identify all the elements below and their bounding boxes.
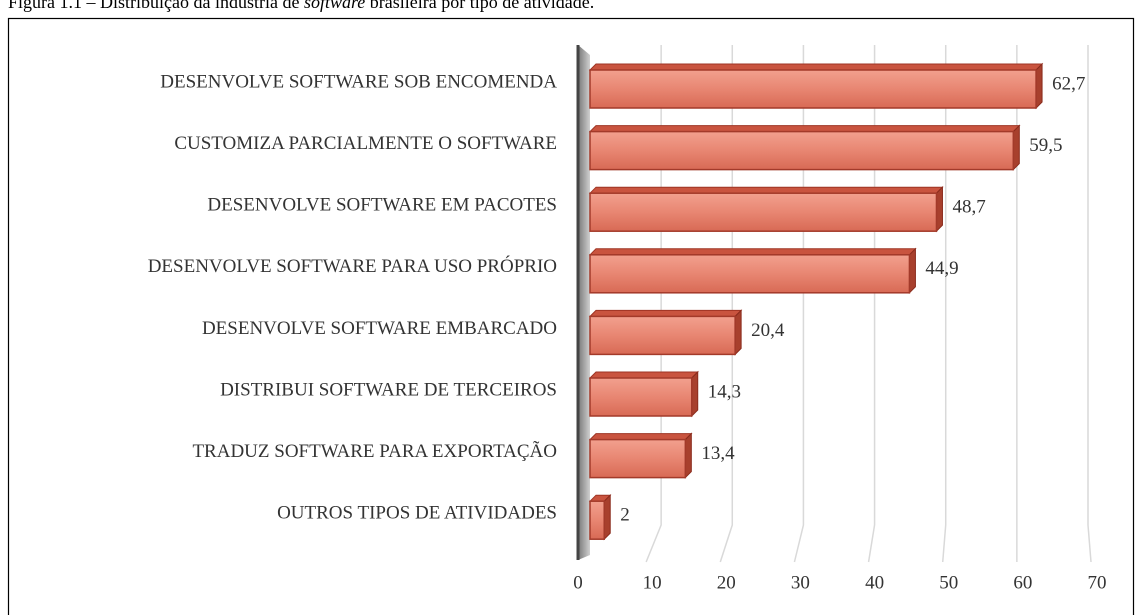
bar-face — [684, 432, 692, 479]
value-label: 13,4 — [701, 443, 735, 464]
bar-face — [589, 377, 693, 417]
grid-line — [941, 45, 947, 563]
bar-face — [935, 185, 943, 233]
bar-face — [588, 309, 743, 317]
bar — [588, 62, 1044, 110]
y-tick-label: DESENVOLVE SOFTWARE SOB ENCOMENDA — [160, 71, 557, 92]
bar-face — [734, 309, 742, 356]
x-tick-label: 60 — [1013, 572, 1032, 593]
value-label: 14,3 — [708, 381, 741, 402]
caption: Figura 1.1 – Distribuição da indústria d… — [8, 0, 594, 12]
x-tick-label: 40 — [865, 572, 884, 593]
y-tick-label: DISTRIBUI SOFTWARE DE TERCEIROS — [220, 379, 557, 400]
x-tick-label: 0 — [573, 572, 583, 593]
y-tick-label: DESENVOLVE SOFTWARE EMBARCADO — [202, 318, 557, 339]
bar-face — [588, 433, 693, 441]
bar-face — [588, 63, 1044, 71]
bar-face — [1035, 62, 1043, 110]
x-tick-label: 70 — [1088, 572, 1107, 593]
bar — [588, 185, 944, 233]
chart-frame — [7, 17, 1135, 615]
value-label: 62,7 — [1052, 73, 1085, 94]
grid-line — [793, 45, 805, 563]
grid-line — [1087, 45, 1092, 563]
y-tick-label: DESENVOLVE SOFTWARE PARA USO PRÓPRIO — [148, 255, 557, 277]
bar-face — [589, 500, 605, 540]
bar — [588, 432, 693, 479]
value-label: 2 — [620, 505, 630, 526]
bar — [588, 124, 1021, 171]
bar-face — [588, 186, 944, 194]
bar-face — [588, 371, 699, 379]
x-tick-label: 20 — [717, 572, 736, 593]
bar — [588, 493, 612, 541]
x-tick-label: 50 — [939, 572, 958, 593]
bar-face — [1012, 124, 1020, 171]
y-tick-label: DESENVOLVE SOFTWARE EM PACOTES — [207, 195, 557, 216]
bar-face — [589, 192, 938, 232]
value-label: 44,9 — [925, 258, 958, 279]
y-tick-label: TRADUZ SOFTWARE PARA EXPORTAÇÃO — [192, 440, 557, 462]
bar-face — [589, 130, 1015, 171]
value-label: 48,7 — [952, 197, 985, 218]
y-tick-label: OUTROS TIPOS DE ATIVIDADES — [277, 503, 557, 524]
grid-line — [867, 45, 876, 563]
bar-face — [908, 247, 916, 295]
bar-face — [588, 125, 1021, 133]
x-tick-label: 30 — [791, 572, 810, 593]
bar — [588, 309, 743, 356]
bar-face — [691, 370, 699, 418]
bar-face — [588, 248, 917, 256]
grid-line — [719, 45, 734, 563]
bar-face — [589, 438, 687, 479]
bar-face — [589, 315, 736, 356]
bar-face — [603, 493, 611, 541]
bar-face — [589, 69, 1037, 109]
value-label: 59,5 — [1029, 135, 1062, 156]
x-tick-label: 10 — [643, 572, 662, 593]
bar — [588, 247, 917, 295]
bar-face — [589, 254, 911, 294]
y-tick-label: CUSTOMIZA PARCIALMENTE O SOFTWARE — [174, 133, 557, 154]
back-wall — [578, 45, 590, 560]
value-label: 20,4 — [751, 320, 785, 341]
bar — [588, 370, 699, 418]
grid-line — [645, 45, 662, 563]
